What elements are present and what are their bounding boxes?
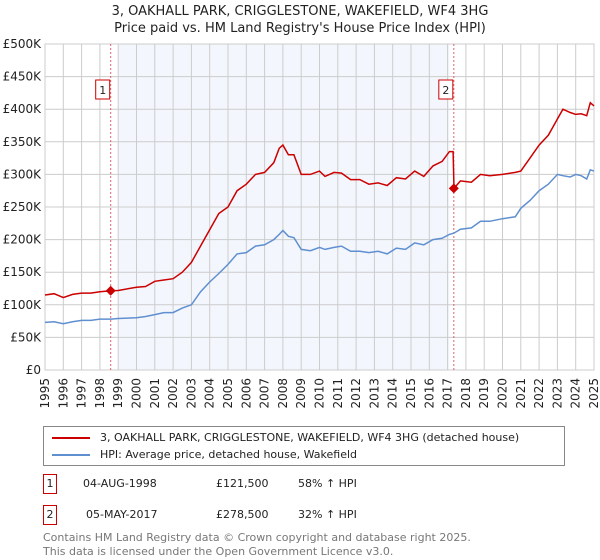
property-series-line <box>44 101 595 299</box>
footer-copyright: Contains HM Land Registry data © Crown c… <box>43 531 471 544</box>
transaction-hpi: 58% ↑ HPI <box>298 477 357 490</box>
x-tick-label: 2022 <box>532 378 546 409</box>
x-tick-label: 2003 <box>184 378 198 409</box>
x-tick-label: 2010 <box>313 378 327 409</box>
x-tick-label: 2020 <box>496 378 510 409</box>
x-tick-label: 2016 <box>422 378 436 409</box>
y-tick-label: £450K <box>3 70 43 84</box>
x-tick-label: 2000 <box>130 378 144 409</box>
x-tick-label: 2007 <box>258 378 272 409</box>
x-tick-label: 2024 <box>569 378 583 409</box>
legend-item-hpi: HPI: Average price, detached house, Wake… <box>52 446 357 463</box>
x-tick-label: 2011 <box>331 378 345 409</box>
y-tick-label: £50K <box>10 330 42 344</box>
legend-item-property: 3, OAKHALL PARK, CRIGGLESTONE, WAKEFIELD… <box>52 429 519 446</box>
x-tick-label: 2009 <box>294 378 308 409</box>
y-tick-label: £350K <box>3 135 43 149</box>
price-chart: £0 £50K £100K £150K £200K £250K £300K £350K £400… <box>3 37 600 409</box>
y-tick-label: £200K <box>3 233 43 247</box>
transaction-hpi: 32% ↑ HPI <box>298 508 357 521</box>
x-tick-label: 2013 <box>367 378 381 409</box>
x-tick-label: 2012 <box>349 378 363 409</box>
x-tick-label: 2014 <box>386 378 400 409</box>
y-tick-label: £100K <box>3 298 43 312</box>
x-tick-label: 2017 <box>441 378 455 409</box>
x-tick-label: 2002 <box>166 378 180 409</box>
x-tick-label: 1999 <box>111 378 125 409</box>
x-tick-label: 1997 <box>75 378 89 409</box>
x-tick-label: 1996 <box>56 378 70 409</box>
x-tick-label: 2025 <box>587 378 600 409</box>
footer-licence: This data is licensed under the Open Gov… <box>43 545 394 558</box>
y-tick-label: £500K <box>3 37 43 51</box>
transaction-date: 04-AUG-1998 <box>83 477 157 490</box>
legend-label: 3, OAKHALL PARK, CRIGGLESTONE, WAKEFIELD… <box>100 431 520 444</box>
legend-swatch-blue <box>52 453 90 456</box>
x-tick-label: 1995 <box>38 378 52 409</box>
y-tick-label: £250K <box>3 200 43 214</box>
x-tick-label: 2023 <box>550 378 564 409</box>
y-tick-label: £0 <box>26 363 41 377</box>
x-tick-label: 2006 <box>239 378 253 409</box>
transaction-price: £278,500 <box>216 508 269 521</box>
transaction-price: £121,500 <box>216 477 269 490</box>
x-tick-label: 2021 <box>514 378 528 409</box>
x-tick-label: 1998 <box>93 378 107 409</box>
legend-swatch-red <box>52 436 90 439</box>
annotation-box <box>438 79 454 100</box>
annotation-label: 2 <box>442 84 449 97</box>
annotation-box <box>95 79 111 100</box>
x-tick-label: 2001 <box>148 378 162 409</box>
y-tick-label: £150K <box>3 265 43 279</box>
x-tick-label: 2019 <box>477 378 491 409</box>
x-tick-label: 2004 <box>203 378 217 409</box>
y-tick-label: £400K <box>3 102 43 116</box>
title: 3, OAKHALL PARK, CRIGGLESTONE, WAKEFIELD… <box>111 4 489 19</box>
transaction-number: 1 <box>43 474 57 494</box>
annotation-label: 1 <box>99 84 106 97</box>
legend-label: HPI: Average price, detached house, Wake… <box>100 448 358 461</box>
plot-border <box>44 43 595 371</box>
legend: 3, OAKHALL PARK, CRIGGLESTONE, WAKEFIELD… <box>43 426 565 466</box>
y-tick-label: £300K <box>3 167 43 181</box>
transaction-number: 2 <box>43 505 57 525</box>
x-tick-label: 2018 <box>459 378 473 409</box>
subtitle: Price paid vs. HM Land Registry's House … <box>114 21 486 36</box>
transaction-date: 05-MAY-2017 <box>86 508 158 521</box>
sale-point <box>448 183 459 194</box>
chart-title: 3, OAKHALL PARK, CRIGGLESTONE, WAKEFIELD… <box>0 3 600 37</box>
x-tick-label: 2005 <box>221 378 235 409</box>
hpi-series-line <box>44 168 595 325</box>
x-tick-label: 2008 <box>276 378 290 409</box>
x-tick-label: 2015 <box>404 378 418 409</box>
sale-point <box>105 285 116 296</box>
